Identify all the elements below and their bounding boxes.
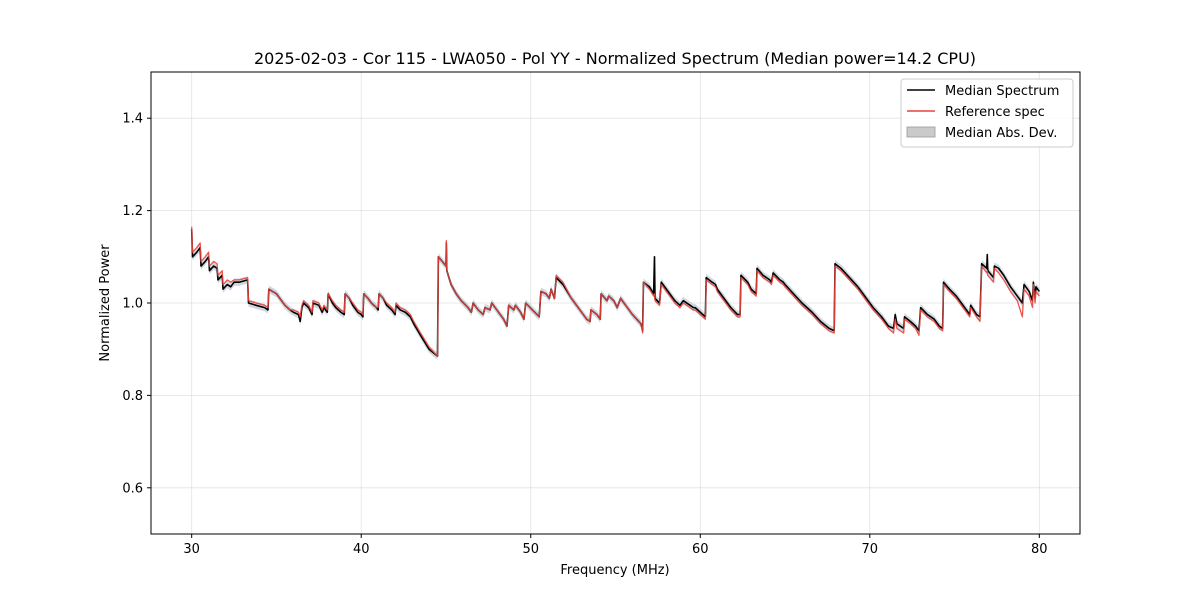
series-layer xyxy=(190,226,1040,357)
legend: Median Spectrum Reference spec Median Ab… xyxy=(900,78,1074,148)
x-tick-label: 30 xyxy=(183,542,200,557)
y-axis-ticks: 0.6 0.8 1.0 1.2 1.4 xyxy=(122,112,151,496)
x-axis-label: Frequency (MHz) xyxy=(560,563,669,578)
reference-spectrum-line xyxy=(191,226,1040,357)
y-tick-label: 1.4 xyxy=(122,112,143,127)
y-tick-label: 0.8 xyxy=(122,389,143,404)
legend-mad-swatch xyxy=(906,126,936,138)
x-tick-label: 80 xyxy=(1031,542,1048,557)
y-axis-label: Normalized Power xyxy=(98,244,113,362)
legend-mad-label: Median Abs. Dev. xyxy=(945,126,1057,141)
x-axis-ticks: 30 40 50 60 70 80 xyxy=(183,534,1048,557)
y-tick-label: 1.2 xyxy=(122,204,143,219)
x-tick-label: 50 xyxy=(522,542,539,557)
legend-box xyxy=(900,78,1074,148)
x-tick-label: 60 xyxy=(692,542,709,557)
y-tick-label: 1.0 xyxy=(122,297,143,312)
x-tick-label: 70 xyxy=(862,542,879,557)
x-tick-label: 40 xyxy=(353,542,370,557)
legend-reference-label: Reference spec xyxy=(945,105,1045,120)
chart-title: 2025-02-03 - Cor 115 - LWA050 - Pol YY -… xyxy=(254,49,976,68)
legend-median-label: Median Spectrum xyxy=(945,84,1059,99)
y-tick-label: 0.6 xyxy=(122,481,143,496)
